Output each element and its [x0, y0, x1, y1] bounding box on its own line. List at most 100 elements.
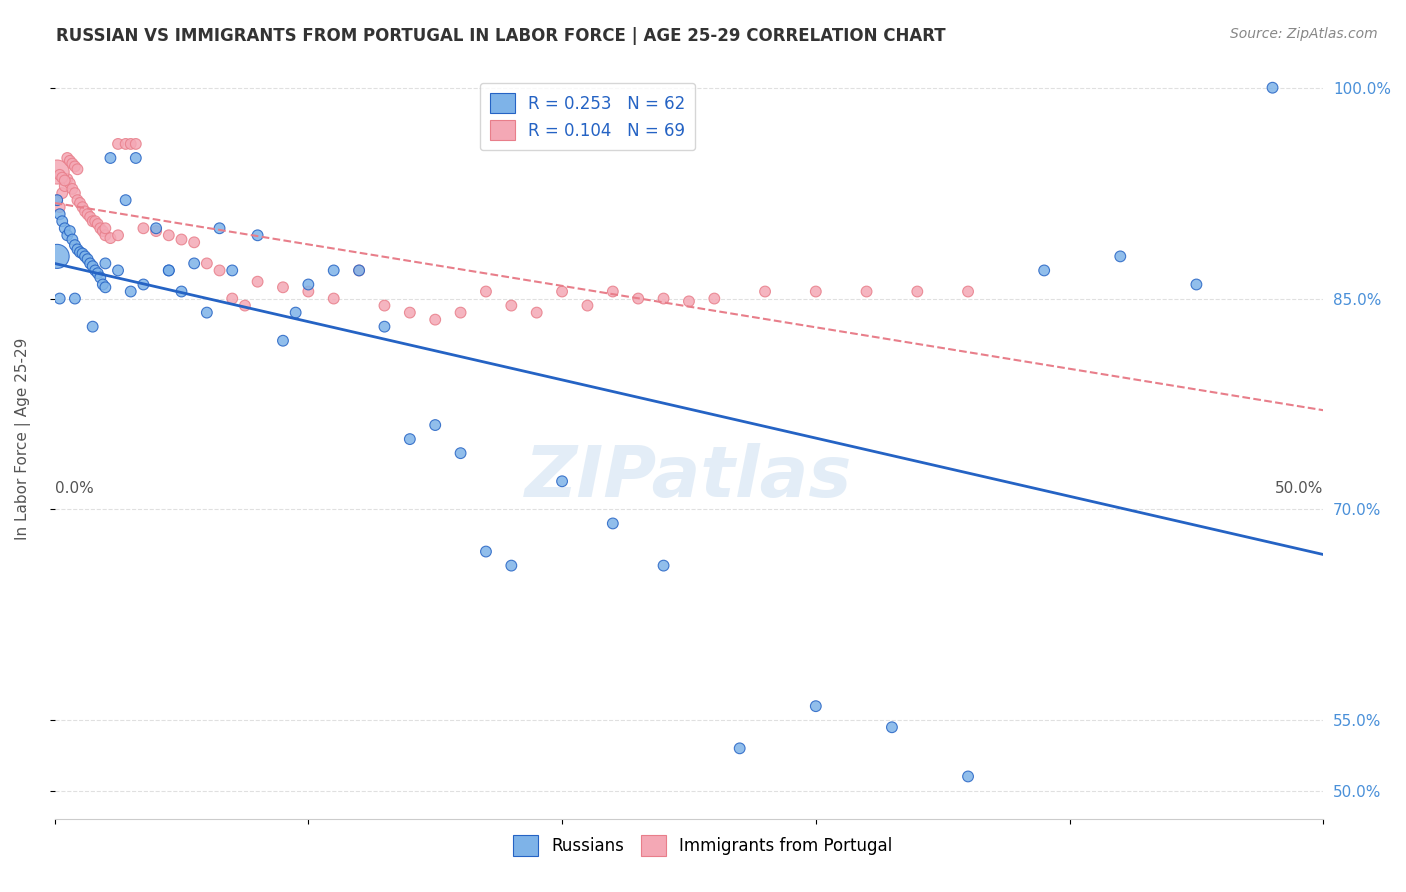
Point	[322, 263, 344, 277]
Point	[297, 285, 319, 299]
Point	[804, 699, 827, 714]
Point	[183, 235, 205, 250]
Point	[271, 280, 294, 294]
Point	[51, 170, 73, 185]
Point	[551, 285, 574, 299]
Point	[195, 256, 218, 270]
Point	[347, 263, 370, 277]
Text: 0.0%: 0.0%	[55, 481, 93, 496]
Point	[72, 200, 94, 214]
Point	[284, 305, 307, 319]
Point	[53, 221, 76, 235]
Y-axis label: In Labor Force | Age 25-29: In Labor Force | Age 25-29	[15, 338, 31, 541]
Point	[72, 246, 94, 260]
Point	[957, 769, 980, 783]
Point	[100, 231, 122, 245]
Point	[59, 153, 82, 168]
Point	[76, 252, 98, 267]
Point	[551, 475, 574, 489]
Point	[63, 238, 86, 252]
Point	[48, 207, 70, 221]
Point	[125, 136, 148, 151]
Point	[475, 544, 498, 558]
Point	[87, 217, 110, 231]
Point	[59, 224, 82, 238]
Point	[678, 294, 700, 309]
Point	[157, 263, 180, 277]
Point	[208, 263, 231, 277]
Point	[170, 285, 193, 299]
Point	[855, 285, 877, 299]
Point	[125, 151, 148, 165]
Point	[46, 193, 69, 207]
Point	[53, 173, 76, 187]
Point	[373, 299, 395, 313]
Legend: Russians, Immigrants from Portugal: Russians, Immigrants from Portugal	[503, 825, 903, 866]
Point	[425, 418, 447, 433]
Point	[208, 221, 231, 235]
Point	[48, 168, 70, 182]
Point	[183, 256, 205, 270]
Point	[246, 228, 269, 243]
Point	[880, 720, 903, 734]
Point	[79, 256, 101, 270]
Point	[526, 305, 548, 319]
Point	[84, 263, 107, 277]
Point	[905, 285, 928, 299]
Point	[63, 160, 86, 174]
Point	[425, 312, 447, 326]
Point	[73, 204, 96, 219]
Point	[1185, 277, 1208, 292]
Point	[132, 221, 155, 235]
Point	[82, 319, 104, 334]
Point	[120, 285, 142, 299]
Point	[89, 221, 111, 235]
Point	[60, 233, 83, 247]
Point	[46, 249, 69, 263]
Point	[48, 200, 70, 214]
Point	[347, 263, 370, 277]
Point	[66, 162, 89, 177]
Point	[60, 156, 83, 170]
Point	[501, 299, 523, 313]
Text: Source: ZipAtlas.com: Source: ZipAtlas.com	[1230, 27, 1378, 41]
Point	[398, 305, 420, 319]
Point	[48, 292, 70, 306]
Point	[602, 285, 624, 299]
Point	[94, 280, 117, 294]
Point	[398, 432, 420, 446]
Point	[53, 179, 76, 194]
Point	[957, 285, 980, 299]
Point	[297, 277, 319, 292]
Point	[69, 245, 91, 260]
Point	[107, 136, 129, 151]
Point	[60, 182, 83, 196]
Point	[450, 305, 472, 319]
Point	[79, 210, 101, 224]
Point	[63, 186, 86, 201]
Text: ZIPatlas: ZIPatlas	[526, 442, 852, 511]
Point	[170, 233, 193, 247]
Point	[94, 256, 117, 270]
Point	[120, 136, 142, 151]
Point	[1261, 80, 1284, 95]
Point	[1033, 263, 1056, 277]
Point	[46, 165, 69, 179]
Point	[56, 151, 79, 165]
Point	[107, 228, 129, 243]
Point	[69, 196, 91, 211]
Point	[132, 277, 155, 292]
Point	[51, 186, 73, 201]
Point	[221, 292, 243, 306]
Point	[195, 305, 218, 319]
Point	[246, 275, 269, 289]
Point	[63, 292, 86, 306]
Point	[76, 207, 98, 221]
Point	[373, 319, 395, 334]
Point	[89, 270, 111, 285]
Point	[107, 263, 129, 277]
Point	[157, 263, 180, 277]
Point	[703, 292, 725, 306]
Point	[145, 221, 167, 235]
Point	[602, 516, 624, 531]
